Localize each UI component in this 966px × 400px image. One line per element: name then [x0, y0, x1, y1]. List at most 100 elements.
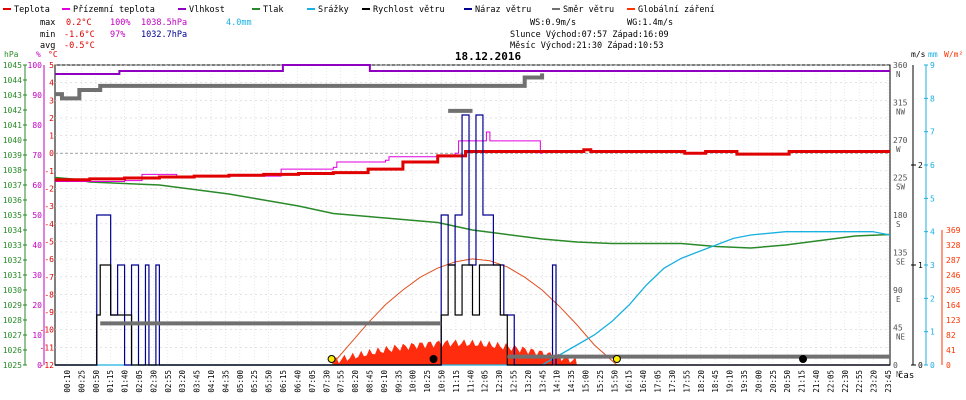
x-tick-label: 12:05: [481, 370, 490, 393]
legend-label: Teplota: [14, 5, 50, 15]
x-tick-label: 17:05: [654, 370, 663, 393]
axis-tick-degc: -8: [44, 290, 54, 299]
axis-tick-dir-label: SE: [896, 258, 906, 267]
axis-tick-pct: 100: [28, 61, 43, 70]
x-tick-label: 00:10: [63, 370, 72, 393]
stat-max-rain: 4.0mm: [226, 18, 252, 28]
axis-tick-dir-label: W: [896, 145, 901, 154]
axis-tick-dir: 45: [893, 324, 903, 333]
x-tick-label: 20:00: [754, 370, 763, 393]
axis-tick-wm2: 41: [946, 346, 956, 355]
axis-tick-hpa: 1043: [3, 91, 22, 100]
x-tick-label: 11:15: [452, 370, 461, 393]
x-tick-label: 03:45: [193, 370, 202, 393]
x-tick-label: 10:00: [409, 370, 418, 393]
axis-tick-dir-label: E: [896, 295, 901, 304]
stat-max-label: max: [40, 18, 55, 28]
axis-tick-mm: 8: [930, 94, 935, 103]
axis-tick-degc: 4: [49, 79, 54, 88]
axis-tick-ms: 0: [918, 361, 923, 370]
x-tick-label: 10:25: [423, 370, 432, 393]
x-tick-label: 22:30: [841, 370, 850, 393]
humidity-line: [55, 64, 890, 75]
axis-tick-pct: 70: [32, 151, 42, 160]
axis-tick-degc: -5: [44, 237, 54, 246]
axis-tick-wm2: 246: [946, 271, 961, 280]
axis-tick-hpa: 1041: [3, 121, 22, 130]
x-tick-label: 02:30: [149, 370, 158, 393]
axis-tick-hpa: 1033: [3, 241, 22, 250]
x-tick-label: 21:40: [812, 370, 821, 393]
stats-block: max 0.2°C 100% 1038.5hPa 4.0mm min -1.6°…: [40, 18, 252, 51]
axis-tick-hpa: 1044: [3, 76, 22, 85]
axis-tick-mm: 7: [930, 128, 935, 137]
wind-speed-line: [55, 264, 890, 366]
axis-tick-dir-label: N: [896, 370, 901, 379]
x-tick-label: 21:15: [798, 370, 807, 393]
axis-tick-mm: 3: [930, 261, 935, 270]
axis-tick-ms: 2: [918, 161, 923, 170]
axis-tick-dir-label: N: [896, 70, 901, 79]
x-tick-label: 09:35: [394, 370, 403, 393]
axis-tick-degc: -3: [44, 202, 54, 211]
series-layer: [54, 64, 891, 366]
stat-max-hum: 100%: [110, 18, 130, 28]
x-tick-label: 02:05: [135, 370, 144, 393]
temperature-line: [55, 148, 890, 182]
x-tick-label: 16:15: [625, 370, 634, 393]
x-tick-label: 18:45: [711, 370, 720, 393]
wind-dir-line: [55, 73, 545, 101]
axis-unit-mm: mm: [928, 50, 938, 59]
x-tick-label: 00:25: [77, 370, 86, 393]
axis-tick-dir: 90: [893, 286, 903, 295]
x-tick-label: 01:40: [121, 370, 130, 393]
axis-tick-mm: 5: [930, 194, 935, 203]
x-tick-label: 10:50: [437, 370, 446, 393]
axis-tick-dir: 135: [893, 249, 908, 258]
axis-tick-degc: -12: [40, 361, 55, 370]
axis-tick-wm2: 205: [946, 286, 961, 295]
x-tick-label: 19:10: [726, 370, 735, 393]
axis-unit-pct: %: [36, 50, 41, 59]
stat-avg-temp: -0.5°C: [64, 41, 95, 51]
legend-label: Srážky: [318, 5, 349, 15]
gust-line: [55, 114, 890, 366]
axis-tick-pct: 20: [32, 301, 42, 310]
legend-label: Rychlost větru: [373, 5, 445, 15]
axis-tick-pct: 80: [32, 121, 42, 130]
axis-tick-dir: 180: [893, 211, 908, 220]
x-tick-label: 15:00: [582, 370, 591, 393]
axis-tick-hpa: 1025: [3, 361, 22, 370]
ground-temp-line: [55, 131, 543, 182]
x-tick-label: 04:35: [221, 370, 230, 393]
axis-tick-degc: -10: [40, 326, 55, 335]
stat-min-hum: 97%: [110, 30, 125, 40]
x-tick-label: 19:35: [740, 370, 749, 393]
axis-tick-hpa: 1028: [3, 316, 22, 325]
x-tick-label: 07:55: [337, 370, 346, 393]
axis-tick-degc: -11: [40, 343, 55, 352]
axis-tick-hpa: 1032: [3, 256, 22, 265]
x-tick-label: 16:40: [639, 370, 648, 393]
axis-tick-hpa: 1037: [3, 181, 22, 190]
axis-unit-hpa: hPa: [4, 50, 19, 59]
x-tick-label: 04:10: [207, 370, 216, 393]
x-tick-label: 22:05: [826, 370, 835, 393]
axis-tick-degc: 3: [49, 96, 54, 105]
axis-tick-hpa: 1026: [3, 346, 22, 355]
axis-tick-dir: 360: [893, 61, 908, 70]
axis-tick-degc: -6: [44, 255, 54, 264]
moon-marker: [799, 355, 808, 363]
stat-min-label: min: [40, 30, 55, 40]
x-tick-label: 07:05: [308, 370, 317, 393]
x-tick-label: 22:55: [855, 370, 864, 393]
x-tick-label: 03:20: [178, 370, 187, 393]
axis-tick-degc: -9: [44, 308, 54, 317]
axis-tick-dir-label: SW: [896, 183, 906, 192]
x-tick-label: 06:15: [279, 370, 288, 393]
x-tick-label: 17:30: [668, 370, 677, 393]
stat-max-temp: 0.2°C: [66, 18, 92, 28]
axis-unit-ms: m/s: [911, 50, 926, 59]
ws-text: WS:0.9m/s: [530, 18, 576, 28]
axis-tick-hpa: 1042: [3, 106, 22, 115]
